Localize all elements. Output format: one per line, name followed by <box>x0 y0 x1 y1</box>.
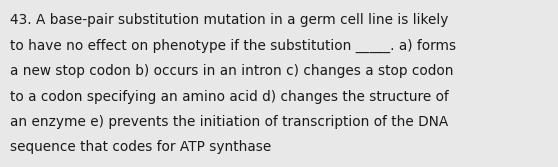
Text: to have no effect on phenotype if the substitution _____. a) forms: to have no effect on phenotype if the su… <box>10 39 456 53</box>
Text: to a codon specifying an amino acid d) changes the structure of: to a codon specifying an amino acid d) c… <box>10 90 449 104</box>
Text: 43. A base-pair substitution mutation in a germ cell line is likely: 43. A base-pair substitution mutation in… <box>10 13 449 27</box>
Text: sequence that codes for ATP synthase: sequence that codes for ATP synthase <box>10 140 271 154</box>
Text: a new stop codon b) occurs in an intron c) changes a stop codon: a new stop codon b) occurs in an intron … <box>10 64 454 78</box>
Text: an enzyme e) prevents the initiation of transcription of the DNA: an enzyme e) prevents the initiation of … <box>10 115 448 129</box>
